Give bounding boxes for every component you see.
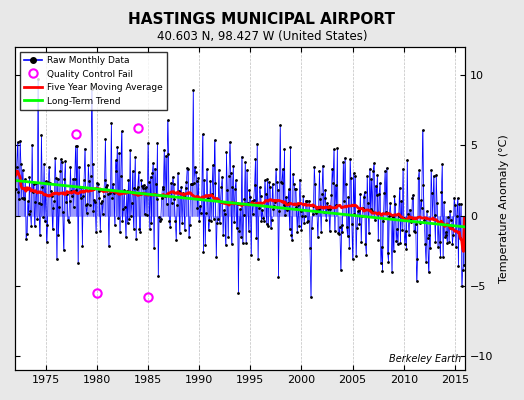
Y-axis label: Temperature Anomaly (°C): Temperature Anomaly (°C) bbox=[499, 134, 509, 283]
Text: HASTINGS MUNICIPAL AIRPORT: HASTINGS MUNICIPAL AIRPORT bbox=[128, 12, 396, 27]
Legend: Raw Monthly Data, Quality Control Fail, Five Year Moving Average, Long-Term Tren: Raw Monthly Data, Quality Control Fail, … bbox=[19, 52, 167, 110]
Text: 40.603 N, 98.427 W (United States): 40.603 N, 98.427 W (United States) bbox=[157, 30, 367, 43]
Text: Berkeley Earth: Berkeley Earth bbox=[389, 354, 461, 364]
